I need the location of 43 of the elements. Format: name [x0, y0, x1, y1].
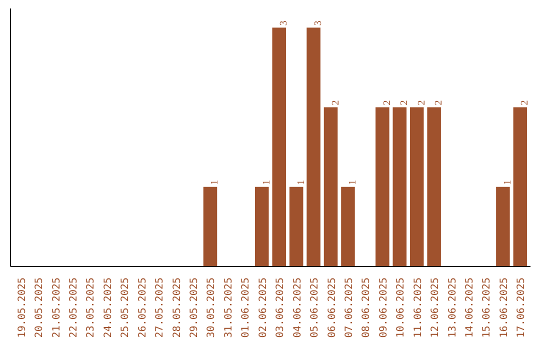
data-label: 1	[261, 180, 272, 185]
data-label: 3	[278, 20, 290, 26]
x-tick-label: 04.06.2025	[292, 277, 304, 338]
data-label: 2	[330, 100, 342, 106]
x-tick-label: 10.06.2025	[396, 277, 407, 338]
data-label: 1	[347, 180, 358, 185]
x-tick-label: 23.05.2025	[86, 277, 97, 338]
x-tick-label: 21.05.2025	[51, 277, 62, 338]
x-tick-label: 22.05.2025	[68, 277, 80, 338]
x-tick-label: 12.06.2025	[430, 277, 442, 338]
data-label: 2	[434, 100, 445, 106]
x-tick-label: 14.06.2025	[464, 277, 476, 338]
x-tick-label: 19.05.2025	[16, 277, 28, 338]
x-tick-label: 07.06.2025	[344, 277, 355, 338]
x-tick-label: 31.05.2025	[223, 277, 234, 338]
x-tick-label: 06.06.2025	[326, 277, 338, 338]
data-label: 2	[399, 100, 410, 106]
x-tick-label: 26.05.2025	[137, 277, 148, 338]
x-tick-label: 08.06.2025	[361, 277, 372, 338]
x-tick-label: 20.05.2025	[34, 277, 46, 338]
x-tick-label: 03.06.2025	[275, 277, 286, 338]
data-label: 1	[502, 180, 514, 185]
x-tick-label: 28.05.2025	[172, 277, 183, 338]
x-tick-label: 16.06.2025	[498, 277, 510, 338]
x-tick-label: 09.06.2025	[378, 277, 390, 338]
x-tick-label: 17.06.2025	[516, 277, 528, 338]
x-tick-label: 27.05.2025	[154, 277, 166, 338]
x-tick-label: 29.05.2025	[189, 277, 200, 338]
x-tick-label: 24.05.2025	[102, 277, 114, 338]
x-tick-label: 25.05.2025	[120, 277, 132, 338]
x-tick-label: 15.06.2025	[482, 277, 493, 338]
x-tick-label: 02.06.2025	[258, 277, 269, 338]
data-label: 2	[520, 100, 531, 106]
x-tick-label: 01.06.2025	[240, 277, 252, 338]
x-tick-label: 05.06.2025	[310, 277, 321, 338]
data-label: 3	[313, 20, 324, 26]
x-tick-label: 11.06.2025	[412, 277, 424, 338]
data-label: 2	[382, 100, 393, 106]
x-tick-label: 13.06.2025	[447, 277, 458, 338]
x-tick-label: 30.05.2025	[206, 277, 218, 338]
data-label: 1	[296, 180, 307, 185]
data-label: 2	[416, 100, 428, 106]
data-label: 1	[210, 180, 221, 185]
